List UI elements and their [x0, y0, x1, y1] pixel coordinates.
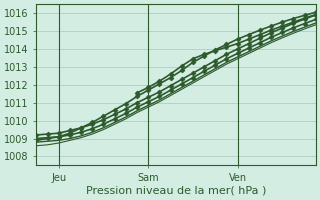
X-axis label: Pression niveau de la mer( hPa ): Pression niveau de la mer( hPa ) [86, 186, 266, 196]
